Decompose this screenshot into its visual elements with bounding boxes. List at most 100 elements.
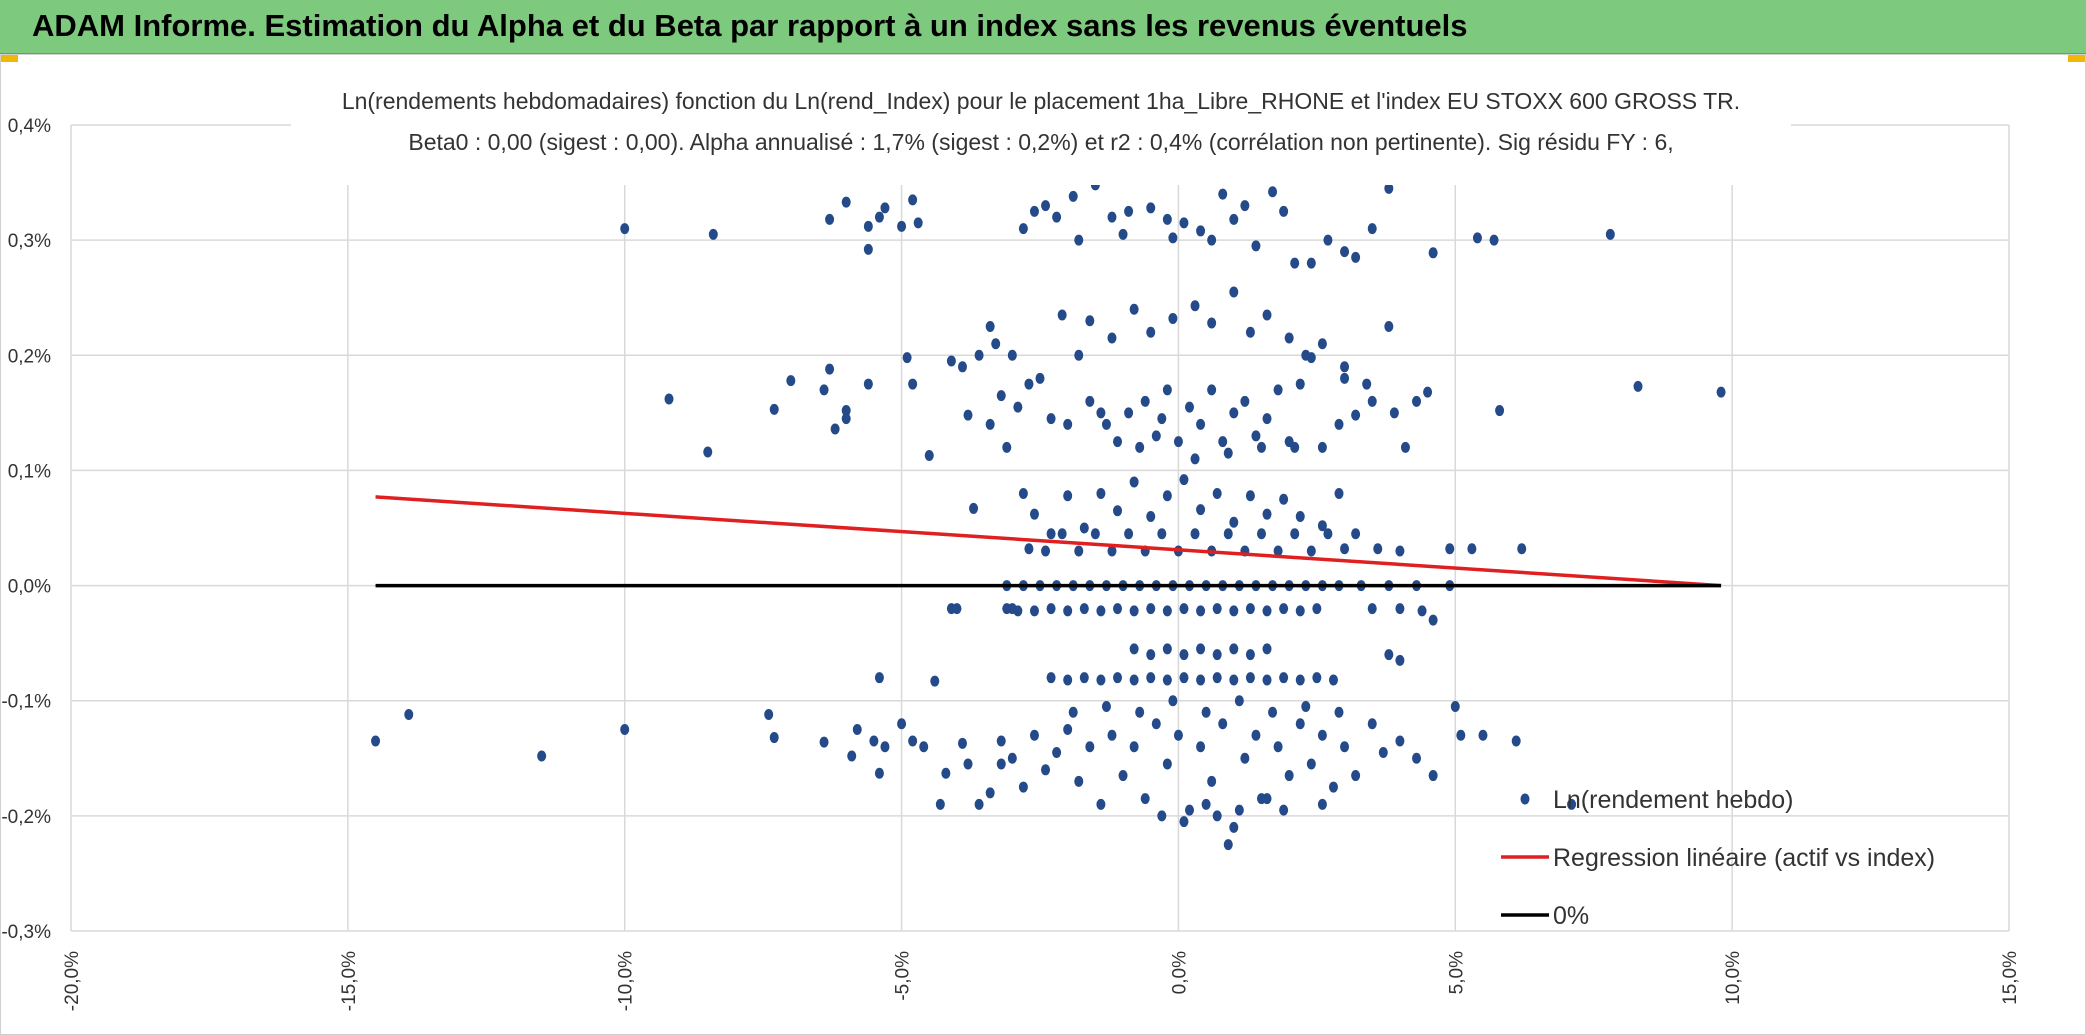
data-point	[1002, 441, 1012, 453]
data-point	[1389, 407, 1399, 419]
data-point	[1074, 234, 1084, 246]
data-point	[1517, 543, 1527, 555]
data-point	[1312, 672, 1322, 684]
data-point	[1140, 395, 1150, 407]
data-point	[1063, 724, 1073, 735]
data-point	[1179, 217, 1189, 229]
data-point	[1196, 504, 1206, 516]
legend-label: 0%	[1553, 902, 1589, 930]
data-point	[1007, 752, 1017, 764]
data-point	[1478, 729, 1488, 741]
data-point	[1168, 695, 1178, 707]
data-point	[1162, 490, 1172, 502]
data-point	[1212, 603, 1222, 615]
data-point	[620, 223, 630, 235]
data-point	[1384, 321, 1394, 332]
data-point	[1113, 505, 1123, 517]
data-point	[1135, 441, 1145, 453]
legend-marker-points	[1520, 793, 1530, 805]
data-point	[952, 603, 962, 615]
data-point	[1378, 747, 1388, 759]
data-point	[996, 390, 1006, 402]
data-point	[1223, 447, 1233, 459]
data-point	[1334, 418, 1344, 430]
data-point	[1196, 605, 1206, 617]
data-point	[1511, 735, 1521, 747]
data-point	[1179, 474, 1189, 486]
data-point	[786, 375, 796, 387]
data-point	[1185, 401, 1195, 413]
data-point	[1046, 413, 1056, 425]
data-point	[1290, 257, 1300, 269]
data-point	[1063, 418, 1073, 430]
data-point	[1196, 643, 1206, 655]
regression-line	[375, 495, 1722, 588]
data-point	[841, 413, 851, 425]
data-point	[1234, 695, 1244, 707]
data-point	[1096, 605, 1106, 617]
data-point	[1046, 672, 1056, 684]
data-point	[1412, 752, 1422, 764]
data-point	[863, 220, 873, 232]
data-point	[1245, 672, 1255, 684]
data-point	[897, 220, 907, 232]
data-point	[620, 724, 630, 735]
data-point	[1129, 476, 1139, 488]
data-point	[996, 735, 1006, 747]
data-point	[1207, 384, 1217, 396]
data-point	[1173, 729, 1183, 741]
data-point	[1351, 251, 1361, 263]
data-point	[1245, 603, 1255, 615]
data-point	[985, 787, 995, 799]
data-point	[1229, 605, 1239, 617]
data-point	[1245, 490, 1255, 502]
data-point	[1716, 386, 1726, 398]
x-tick-label: -10,0%	[616, 951, 637, 1011]
data-point	[1262, 508, 1272, 520]
data-point	[703, 446, 713, 458]
data-point	[1445, 543, 1455, 555]
data-point	[1340, 372, 1350, 384]
data-point	[930, 675, 940, 687]
data-point	[1162, 643, 1172, 655]
data-point	[1256, 441, 1266, 453]
data-point	[1162, 758, 1172, 770]
data-point	[1107, 211, 1117, 223]
data-point	[1057, 528, 1067, 540]
data-point	[1423, 386, 1433, 398]
data-point	[1113, 436, 1123, 448]
chart-subtitle: Beta0 : 0,00 (sigest : 0,00). Alpha annu…	[408, 129, 1673, 155]
data-point	[946, 355, 956, 367]
data-point	[1428, 614, 1438, 626]
chart-title: Ln(rendements hebdomadaires) fonction du…	[342, 88, 1740, 114]
data-point	[1605, 228, 1615, 240]
data-point	[1107, 545, 1117, 557]
legend-label: Regression linéaire (actif vs index)	[1553, 844, 1935, 872]
data-point	[1090, 528, 1100, 540]
corner-mark-top-left	[0, 54, 18, 62]
data-point	[1096, 487, 1106, 499]
x-tick-label: 0,0%	[1169, 951, 1190, 994]
data-point	[1245, 649, 1255, 661]
data-point	[1306, 545, 1316, 557]
data-point	[1079, 522, 1089, 534]
data-point	[1340, 361, 1350, 373]
data-point	[708, 228, 718, 240]
data-point	[1140, 793, 1150, 805]
data-point	[1351, 409, 1361, 421]
data-point	[1179, 649, 1189, 661]
data-point	[1295, 674, 1305, 686]
data-point	[1367, 718, 1377, 730]
data-point	[969, 502, 979, 514]
chart-area: -0,3% -0,2% -0,1% 0,0% 0,1% 0,2% 0,3% 0,4% -20,0…	[0, 54, 2086, 1035]
data-point	[1279, 804, 1289, 816]
data-point	[1328, 674, 1338, 686]
data-point	[1046, 603, 1056, 615]
data-point	[1207, 234, 1217, 246]
data-point	[1013, 401, 1023, 413]
data-point	[1079, 603, 1089, 615]
data-point	[1068, 706, 1078, 718]
data-point	[1212, 487, 1222, 499]
data-point	[1323, 528, 1333, 540]
data-point	[1450, 700, 1460, 712]
